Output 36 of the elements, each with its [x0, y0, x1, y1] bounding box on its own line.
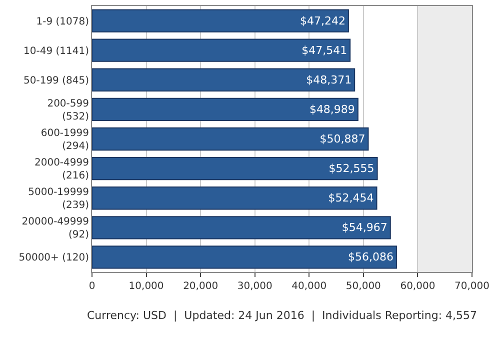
y-tick-label: 200-599 (532) — [47, 98, 90, 122]
x-tick-label: 60,000 — [400, 281, 436, 292]
x-tick-label: 70,000 — [454, 281, 490, 292]
x-tick-label: 50,000 — [346, 281, 381, 292]
y-tick-label: 50-199 (845) — [24, 75, 90, 86]
data-label: $52,555 — [328, 162, 374, 176]
y-tick-label: 5000-19999 (239) — [28, 187, 90, 212]
bar — [92, 186, 378, 210]
x-tick-label: 0 — [88, 281, 96, 292]
y-tick-label: 2000-4999 (216) — [34, 158, 90, 182]
data-label: $47,242 — [300, 14, 346, 28]
bar — [92, 246, 397, 269]
y-tick-label: 10-49 (1141) — [24, 46, 90, 57]
data-label: $47,541 — [302, 44, 348, 57]
y-tick-label: 600-1999 (294) — [40, 128, 90, 152]
data-label: $48,989 — [309, 102, 355, 116]
y-tick-label: 1-9 (1078) — [36, 16, 90, 28]
bar — [92, 216, 391, 240]
x-tick-label: 30,000 — [237, 281, 272, 292]
bar — [92, 9, 349, 32]
bar — [92, 127, 369, 151]
x-tick-label: 20,000 — [183, 281, 218, 292]
text: Currency: USD | Updated: 24 Jun 2016 | Individuals Reporting: 4,557 — [87, 309, 478, 322]
y-tick-label: 50000+ (120) — [18, 252, 90, 264]
bar — [92, 68, 356, 92]
bar — [92, 98, 358, 122]
y-tick-label: 20000-49999 (92) — [22, 216, 90, 241]
data-label: $50,887 — [320, 132, 366, 146]
data-label: $52,454 — [328, 192, 374, 205]
x-tick-label: 10,000 — [128, 281, 164, 292]
data-label: $48,371 — [306, 73, 352, 86]
x-tick-label: 40,000 — [292, 281, 327, 292]
data-label: $56,086 — [348, 250, 394, 264]
bar — [92, 38, 351, 62]
bar — [92, 156, 378, 180]
data-label: $54,967 — [342, 221, 388, 234]
